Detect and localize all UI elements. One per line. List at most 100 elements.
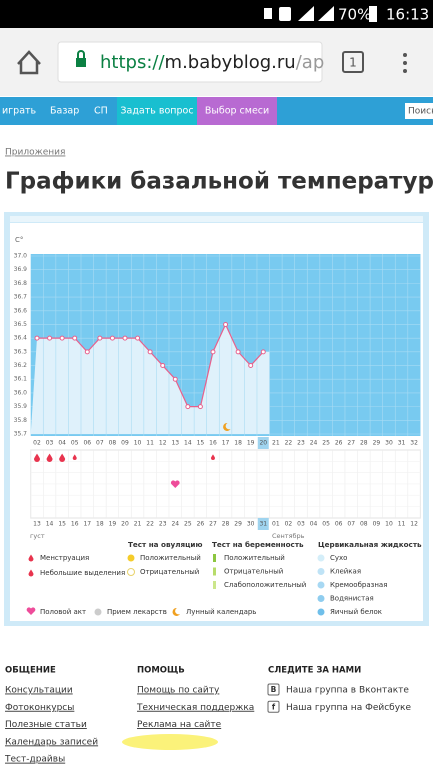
footer-link[interactable]: Полезные статьи (5, 720, 87, 730)
date-label: 02 (285, 521, 293, 528)
x-tick-label: 15 (197, 440, 205, 447)
temperature-point (223, 321, 229, 327)
x-tick-label: 32 (410, 440, 418, 447)
temperature-point (47, 335, 53, 341)
x-tick-label: 23 (297, 440, 305, 447)
temperature-point (109, 335, 115, 341)
event-icon (223, 422, 231, 431)
date-label: 27 (209, 521, 217, 528)
x-tick-label: 29 (373, 440, 381, 447)
legend-item: Яичный белок (330, 608, 382, 616)
x-tick-label: 14 (184, 440, 192, 447)
y-tick-label: 36.7 (14, 294, 28, 301)
current-day-bg (257, 437, 269, 449)
footer: ОБЩЕНИЕ Консультации Фотоконкурсы Полезные … (4, 666, 411, 765)
x-tick-label: 28 (360, 440, 368, 447)
x-tick-label: 09 (121, 440, 129, 447)
date-label: 11 (398, 521, 406, 528)
footer-link[interactable]: Консультации (5, 686, 73, 696)
footer-link[interactable]: Фотоконкурсы (5, 703, 74, 713)
x-tick-label: 24 (310, 440, 318, 447)
event-icon (46, 453, 53, 462)
y-tick-label: 36.1 (14, 376, 28, 383)
y-tick-label: 35.8 (14, 417, 28, 424)
footer-link[interactable]: Наша группа на Фейсбуке (286, 703, 411, 713)
month-label: Сентябрь (272, 532, 305, 540)
footer-link[interactable]: Тест-драйвы (4, 755, 65, 765)
x-tick-label: 06 (83, 440, 91, 447)
footer-link[interactable]: Наша группа в Вконтакте (286, 686, 409, 696)
y-tick-label: 35.9 (14, 403, 28, 410)
x-tick-label: 21 (272, 440, 280, 447)
legend-item: Кремообразная (330, 581, 387, 589)
legend-item: Менструация (40, 554, 89, 562)
y-tick-label: 35.7 (14, 431, 28, 438)
date-label: 10 (385, 521, 393, 528)
nav-item[interactable]: Базар (50, 106, 79, 117)
legend: Менструация Небольшие выделения Тест на ов… (26, 540, 422, 616)
legend-title: Цервикальная жидкость (318, 540, 422, 549)
temperature-point (97, 335, 103, 341)
nav-item[interactable]: Выбор смеси (205, 106, 269, 117)
legend-item: Половой акт (40, 608, 86, 616)
date-label: 08 (360, 521, 368, 528)
date-label: 30 (247, 521, 255, 528)
event-icon (34, 453, 40, 462)
y-tick-label: 36.3 (14, 348, 28, 355)
legend-item: Слабоположительный (224, 581, 306, 589)
y-tick-label: 36.8 (14, 280, 28, 287)
legend-icon (127, 568, 135, 576)
area-fill (30, 324, 270, 434)
event-icon (28, 569, 34, 577)
footer-link[interactable]: Техническая поддержка (136, 703, 254, 713)
legend-item: Положительный (140, 554, 201, 562)
y-tick-label: 36.2 (14, 362, 28, 369)
date-label: 26 (197, 521, 205, 528)
temperature-point (172, 376, 178, 382)
x-tick-label: 19 (247, 440, 255, 447)
home-button[interactable] (17, 50, 41, 75)
date-label: 19 (109, 521, 117, 528)
tab-count: 1 (349, 56, 357, 70)
legend-title: Тест на овуляцию (128, 540, 202, 549)
nav-item[interactable]: Задать вопрос (120, 106, 193, 117)
x-tick-label: 31 (398, 440, 406, 447)
temperature-point (185, 404, 191, 410)
tabs-button[interactable] (342, 51, 364, 73)
x-tick-label: 02 (33, 440, 41, 447)
legend-icon (213, 581, 216, 589)
footer-link[interactable]: Календарь записей (5, 737, 98, 747)
legend-item: Прием лекарств (107, 608, 167, 616)
event-icon (170, 480, 180, 488)
y-tick-label: 36.5 (14, 321, 28, 328)
legend-item: Водянистая (330, 595, 374, 603)
date-label: 14 (46, 521, 54, 528)
url-box[interactable] (57, 41, 323, 83)
nav-item[interactable]: СП (94, 106, 108, 117)
search-box[interactable] (405, 103, 433, 119)
x-tick-label: 22 (285, 440, 293, 447)
legend-icon (172, 607, 180, 616)
legend-icon (26, 607, 36, 615)
y-tick-label: 36.6 (14, 307, 28, 314)
legend-icon (127, 554, 135, 562)
legend-icon (317, 595, 325, 602)
legend-item: Клейкая (330, 568, 361, 576)
temperature-point (72, 335, 78, 341)
x-tick-label: 10 (134, 440, 142, 447)
date-label: 29 (234, 521, 242, 528)
x-tick-label: 07 (96, 440, 104, 447)
legend-item: Лунный календарь (186, 608, 256, 616)
temperature-point (34, 335, 40, 341)
menu-button[interactable] (403, 53, 407, 73)
footer-link[interactable]: Реклама на сайте (137, 720, 222, 730)
nav-item[interactable]: играть (2, 106, 37, 117)
x-tick-label: 30 (385, 440, 393, 447)
date-label: 15 (58, 521, 66, 528)
date-label: 22 (146, 521, 154, 528)
y-tick-label: 36.9 (14, 266, 28, 273)
footer-link[interactable]: Помощь по сайту (137, 686, 220, 696)
breadcrumb[interactable]: Приложения (5, 148, 65, 158)
date-label: 23 (159, 521, 167, 528)
